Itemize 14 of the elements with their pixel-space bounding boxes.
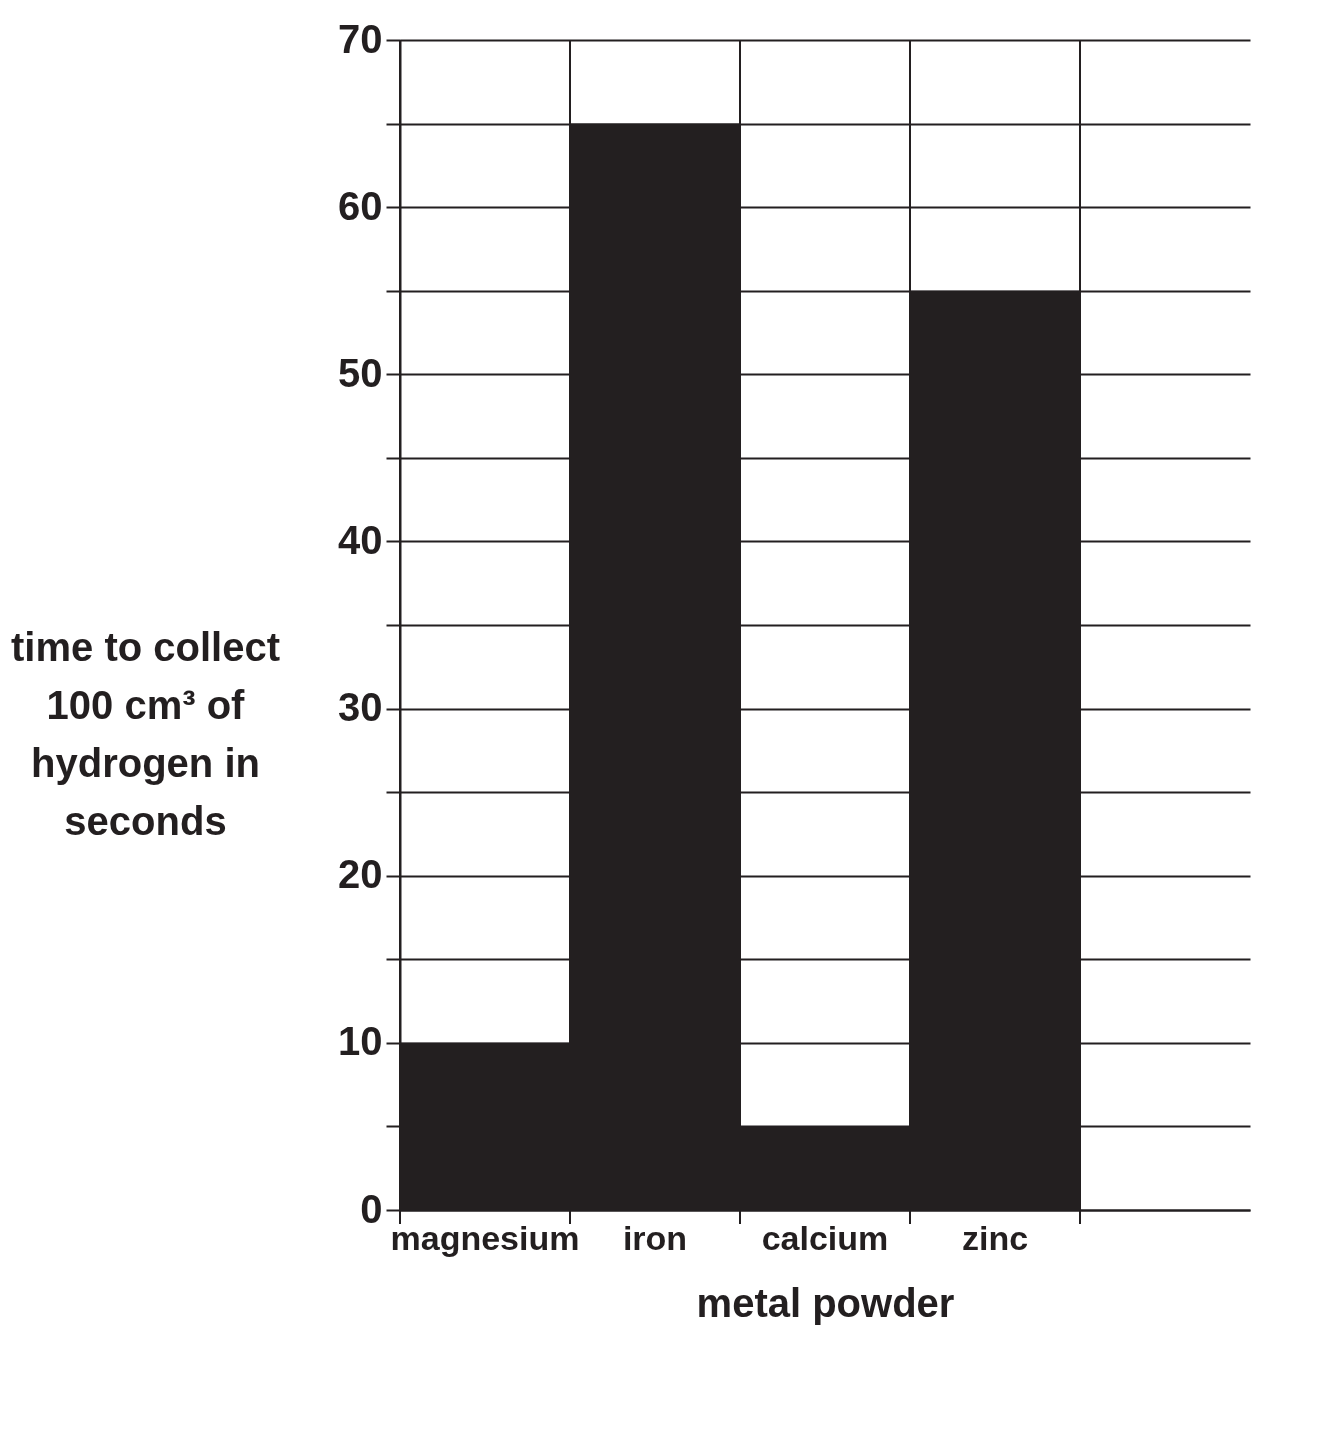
y-tick-label: 10: [338, 1019, 383, 1064]
y-tick-label: 60: [338, 183, 383, 228]
y-tick-label: 50: [338, 350, 383, 395]
x-tick-label: iron: [622, 1218, 688, 1257]
x-tick-label: calcium: [761, 1218, 889, 1257]
x-axis-title: metal powder: [696, 1280, 955, 1325]
y-tick-label: 40: [338, 517, 383, 562]
y-tick-label: 30: [338, 685, 383, 730]
y-tick-label: 70: [338, 16, 383, 61]
x-tick-label: zinc: [961, 1218, 1029, 1257]
y-tick-label: 0: [360, 1186, 383, 1231]
x-tick-label: magnesium: [390, 1218, 580, 1257]
y-axis-title: time to collect 100 cm³ of hydrogen in seconds: [11, 624, 280, 843]
y-tick-label: 20: [338, 852, 383, 897]
